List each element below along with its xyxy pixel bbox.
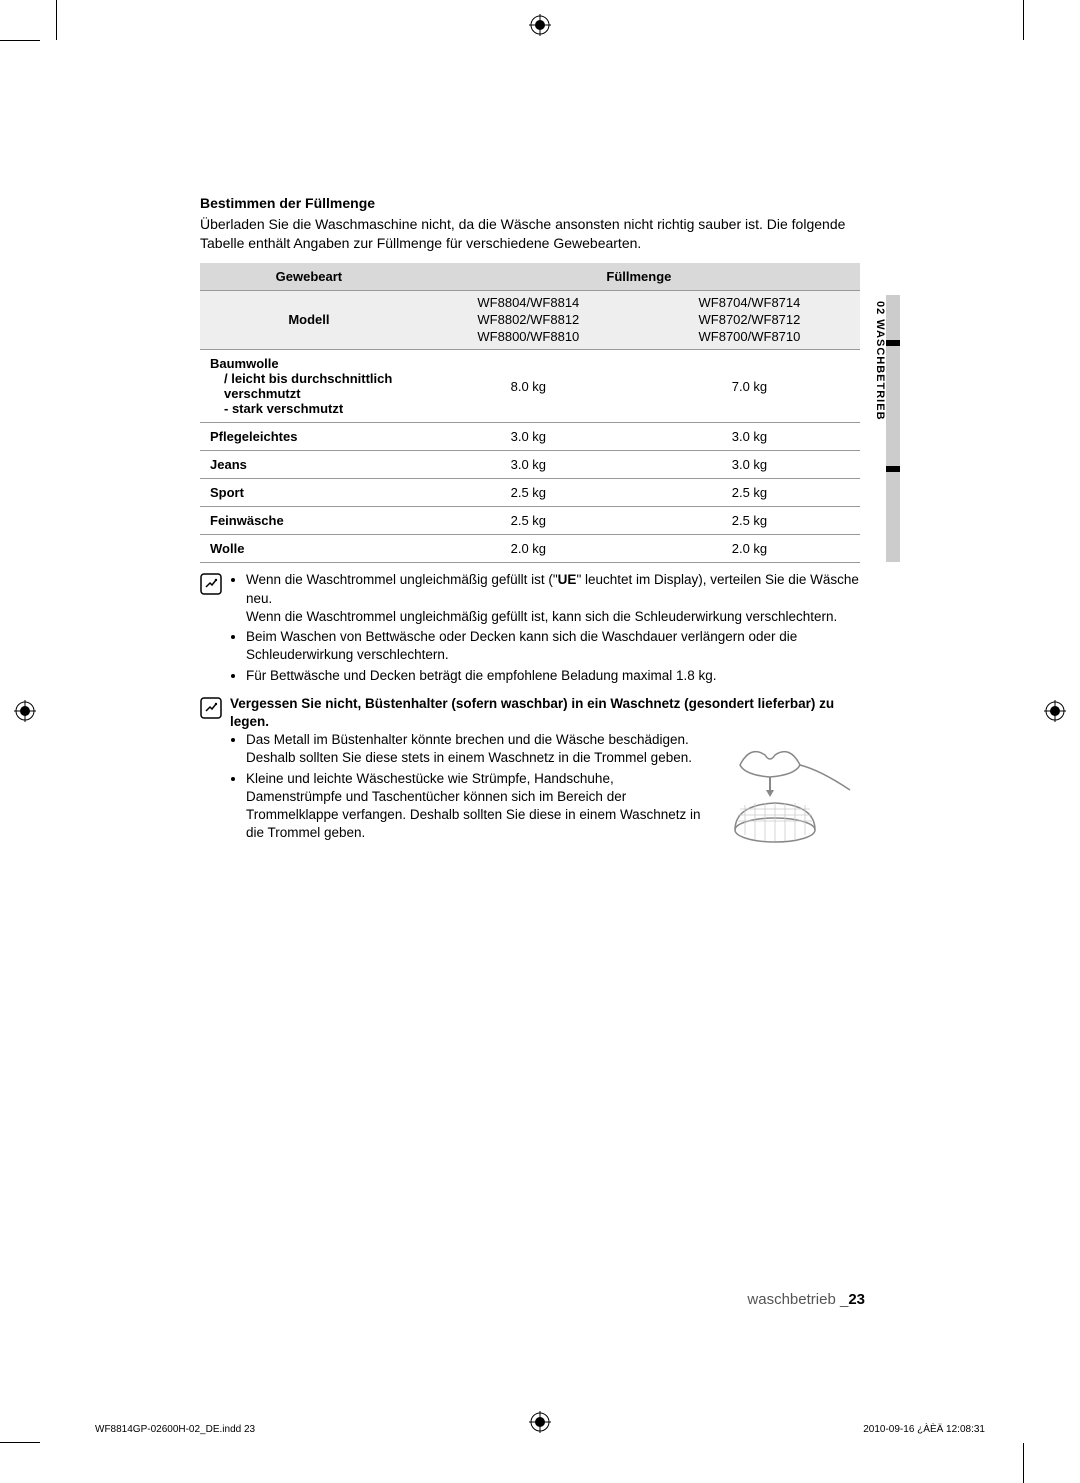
table-row: Jeans3.0 kg3.0 kg bbox=[200, 451, 860, 479]
crop-mark bbox=[1023, 0, 1024, 40]
table-cell: 8.0 kg bbox=[418, 350, 639, 423]
table-row: Baumwolle/ leicht bis durchschnittlich v… bbox=[200, 350, 860, 423]
section-title: Bestimmen der Füllmenge bbox=[200, 195, 860, 211]
table-row-label: Wolle bbox=[200, 535, 418, 563]
crop-mark bbox=[0, 40, 40, 41]
crop-mark bbox=[56, 0, 57, 40]
note-block-2: Vergessen Sie nicht, Büstenhalter (sofer… bbox=[200, 695, 860, 861]
table-row: Feinwäsche2.5 kg2.5 kg bbox=[200, 507, 860, 535]
note-list-1: Wenn die Waschtrommel ungleichmäßig gefü… bbox=[230, 571, 860, 684]
table-cell: 2.5 kg bbox=[639, 479, 860, 507]
table-cell: 2.0 kg bbox=[639, 535, 860, 563]
registration-mark-icon bbox=[14, 700, 36, 722]
table-cell: 3.0 kg bbox=[639, 423, 860, 451]
table-model-label: Modell bbox=[200, 290, 418, 350]
note-2-title: Vergessen Sie nicht, Büstenhalter (sofer… bbox=[230, 695, 860, 731]
table-cell: 3.0 kg bbox=[639, 451, 860, 479]
table-cell: 7.0 kg bbox=[639, 350, 860, 423]
footer-label: waschbetrieb _ bbox=[747, 1291, 848, 1308]
registration-mark-icon bbox=[529, 14, 551, 36]
bra-washnet-illustration bbox=[720, 735, 860, 860]
note-block-1: Wenn die Waschtrommel ungleichmäßig gefü… bbox=[200, 571, 860, 686]
list-item: Wenn die Waschtrommel ungleichmäßig gefü… bbox=[246, 571, 860, 626]
table-cell: 3.0 kg bbox=[418, 423, 639, 451]
table-row-label: Jeans bbox=[200, 451, 418, 479]
table-row: Sport2.5 kg2.5 kg bbox=[200, 479, 860, 507]
table-cell: 2.0 kg bbox=[418, 535, 639, 563]
registration-mark-icon bbox=[1044, 700, 1066, 722]
section-tab: 02 WASCHBETRIEB bbox=[874, 295, 892, 565]
crop-mark bbox=[1023, 1443, 1024, 1483]
page-footer: waschbetrieb _23 bbox=[747, 1291, 865, 1308]
table-model-col2: WF8704/WF8714WF8702/WF8712WF8700/WF8710 bbox=[639, 290, 860, 350]
print-file-name: WF8814GP-02600H-02_DE.indd 23 bbox=[95, 1424, 255, 1435]
table-header-fabric: Gewebeart bbox=[200, 263, 418, 291]
table-row: Pflegeleichtes3.0 kg3.0 kg bbox=[200, 423, 860, 451]
page-content: Bestimmen der Füllmenge Überladen Sie di… bbox=[200, 195, 860, 860]
table-row: Wolle2.0 kg2.0 kg bbox=[200, 535, 860, 563]
table-cell: 2.5 kg bbox=[418, 507, 639, 535]
table-body: Baumwolle/ leicht bis durchschnittlich v… bbox=[200, 350, 860, 563]
table-model-col1: WF8804/WF8814WF8802/WF8812WF8800/WF8810 bbox=[418, 290, 639, 350]
note-icon bbox=[200, 695, 222, 861]
print-footer: WF8814GP-02600H-02_DE.indd 23 2010-09-16… bbox=[95, 1424, 985, 1435]
table-row-label: Feinwäsche bbox=[200, 507, 418, 535]
table-cell: 3.0 kg bbox=[418, 451, 639, 479]
note-icon bbox=[200, 571, 222, 686]
print-timestamp: 2010-09-16 ¿ÀÈÄ 12:08:31 bbox=[863, 1424, 985, 1435]
table-row-label: Baumwolle/ leicht bis durchschnittlich v… bbox=[200, 350, 418, 423]
page-number: 23 bbox=[848, 1291, 865, 1308]
intro-text: Überladen Sie die Waschmaschine nicht, d… bbox=[200, 215, 860, 253]
load-capacity-table: Gewebeart Füllmenge Modell WF8804/WF8814… bbox=[200, 263, 860, 564]
table-cell: 2.5 kg bbox=[418, 479, 639, 507]
table-header-capacity: Füllmenge bbox=[418, 263, 860, 291]
table-cell: 2.5 kg bbox=[639, 507, 860, 535]
crop-mark bbox=[0, 1442, 40, 1443]
list-item: Für Bettwäsche und Decken beträgt die em… bbox=[246, 667, 860, 685]
table-row-label: Sport bbox=[200, 479, 418, 507]
list-item: Beim Waschen von Bettwäsche oder Decken … bbox=[246, 628, 860, 664]
table-row-label: Pflegeleichtes bbox=[200, 423, 418, 451]
